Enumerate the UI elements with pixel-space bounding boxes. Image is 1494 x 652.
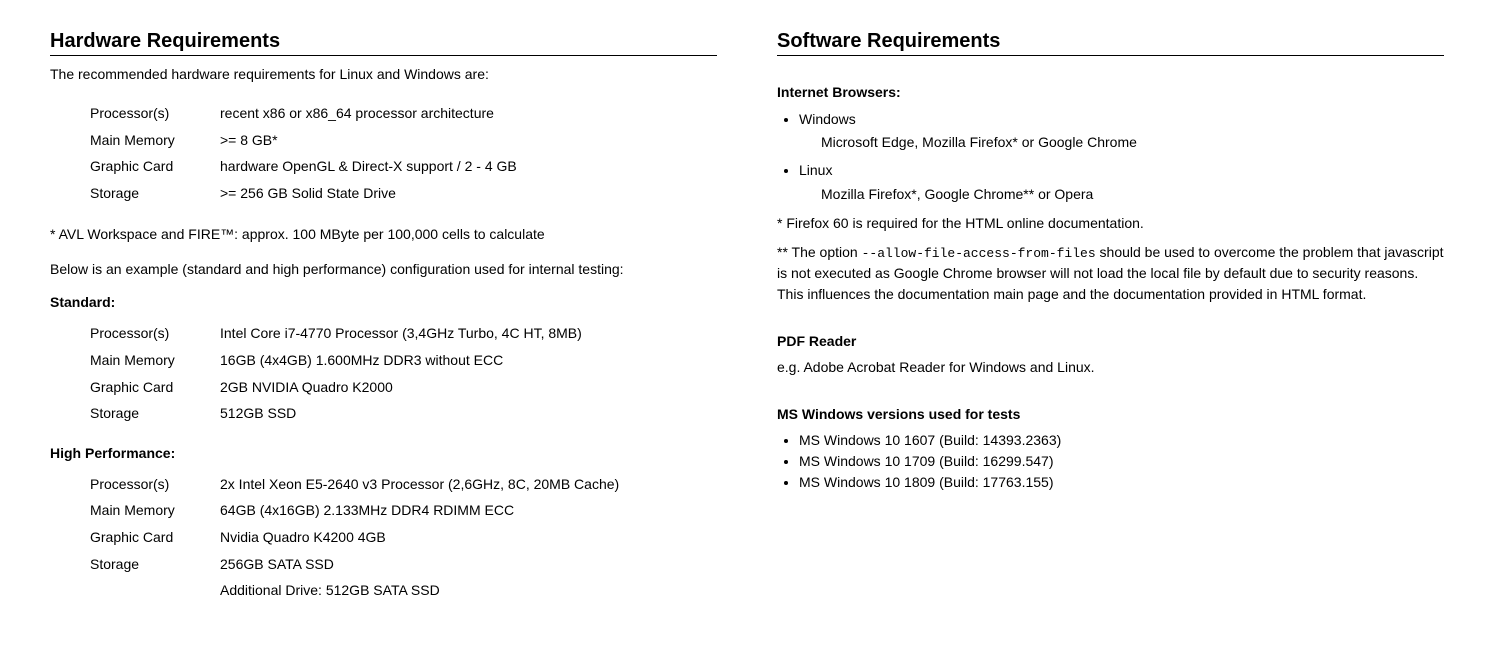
spec-label: Storage <box>90 400 220 427</box>
hardware-intro: The recommended hardware requirements fo… <box>50 66 717 82</box>
browser-os-item: Windows <box>799 108 1444 130</box>
spec-label: Processor(s) <box>90 320 220 347</box>
spec-label: Main Memory <box>90 347 220 374</box>
browser-detail: Microsoft Edge, Mozilla Firefox* or Goog… <box>821 132 1444 153</box>
browsers-heading: Internet Browsers: <box>777 84 1444 100</box>
win-version-item: MS Windows 10 1709 (Build: 16299.547) <box>799 451 1444 472</box>
spec-row: Main Memory64GB (4x16GB) 2.133MHz DDR4 R… <box>90 497 717 524</box>
spec-row: Processor(s)2x Intel Xeon E5-2640 v3 Pro… <box>90 471 717 498</box>
browser-detail: Mozilla Firefox*, Google Chrome** or Ope… <box>821 184 1444 205</box>
spec-value: >= 256 GB Solid State Drive <box>220 180 717 207</box>
spec-label <box>90 577 220 604</box>
recommended-specs-table: Processor(s)recent x86 or x86_64 process… <box>90 100 717 206</box>
chrome-note: ** The option --allow-file-access-from-f… <box>777 242 1444 306</box>
browser-list: WindowsMicrosoft Edge, Mozilla Firefox* … <box>777 108 1444 205</box>
spec-label: Processor(s) <box>90 100 220 127</box>
spec-label: Main Memory <box>90 127 220 154</box>
high-perf-heading: High Performance: <box>50 445 717 461</box>
spec-label: Storage <box>90 551 220 578</box>
spec-row: Storage256GB SATA SSD <box>90 551 717 578</box>
high-perf-specs-table: Processor(s)2x Intel Xeon E5-2640 v3 Pro… <box>90 471 717 604</box>
spec-label: Main Memory <box>90 497 220 524</box>
spec-value: Additional Drive: 512GB SATA SSD <box>220 577 717 604</box>
software-column: Software Requirements Internet Browsers:… <box>777 30 1444 622</box>
spec-value: hardware OpenGL & Direct-X support / 2 -… <box>220 153 717 180</box>
spec-row: Main Memory>= 8 GB* <box>90 127 717 154</box>
spec-value: 2x Intel Xeon E5-2640 v3 Processor (2,6G… <box>220 471 717 498</box>
hardware-footnote: * AVL Workspace and FIRE™: approx. 100 M… <box>50 224 717 245</box>
browser-os-item: Linux <box>799 159 1444 181</box>
spec-value: recent x86 or x86_64 processor architect… <box>220 100 717 127</box>
spec-row: Processor(s)Intel Core i7-4770 Processor… <box>90 320 717 347</box>
spec-label: Graphic Card <box>90 374 220 401</box>
hardware-column: Hardware Requirements The recommended ha… <box>50 30 717 622</box>
pdf-heading: PDF Reader <box>777 333 1444 349</box>
pdf-text: e.g. Adobe Acrobat Reader for Windows an… <box>777 357 1444 378</box>
spec-value: 64GB (4x16GB) 2.133MHz DDR4 RDIMM ECC <box>220 497 717 524</box>
spec-value: 16GB (4x4GB) 1.600MHz DDR3 without ECC <box>220 347 717 374</box>
win-versions-list: MS Windows 10 1607 (Build: 14393.2363)MS… <box>777 430 1444 493</box>
spec-value: 256GB SATA SSD <box>220 551 717 578</box>
spec-value: >= 8 GB* <box>220 127 717 154</box>
spec-row: Graphic CardNvidia Quadro K4200 4GB <box>90 524 717 551</box>
spec-row: Additional Drive: 512GB SATA SSD <box>90 577 717 604</box>
chrome-option-code: --allow-file-access-from-files <box>862 246 1096 261</box>
spec-label: Processor(s) <box>90 471 220 498</box>
spec-label: Graphic Card <box>90 524 220 551</box>
spec-label: Graphic Card <box>90 153 220 180</box>
win-versions-heading: MS Windows versions used for tests <box>777 406 1444 422</box>
browser-list-block: WindowsMicrosoft Edge, Mozilla Firefox* … <box>777 108 1444 205</box>
chrome-note-pre: ** The option <box>777 244 862 260</box>
example-intro: Below is an example (standard and high p… <box>50 259 717 280</box>
spec-label: Storage <box>90 180 220 207</box>
spec-row: Storage512GB SSD <box>90 400 717 427</box>
hardware-title: Hardware Requirements <box>50 30 717 56</box>
win-version-item: MS Windows 10 1607 (Build: 14393.2363) <box>799 430 1444 451</box>
spec-row: Graphic Card2GB NVIDIA Quadro K2000 <box>90 374 717 401</box>
spec-row: Processor(s)recent x86 or x86_64 process… <box>90 100 717 127</box>
standard-specs-table: Processor(s)Intel Core i7-4770 Processor… <box>90 320 717 426</box>
spec-row: Graphic Cardhardware OpenGL & Direct-X s… <box>90 153 717 180</box>
software-title: Software Requirements <box>777 30 1444 56</box>
spec-row: Storage>= 256 GB Solid State Drive <box>90 180 717 207</box>
standard-heading: Standard: <box>50 294 717 310</box>
spec-value: 2GB NVIDIA Quadro K2000 <box>220 374 717 401</box>
spec-value: 512GB SSD <box>220 400 717 427</box>
spec-value: Nvidia Quadro K4200 4GB <box>220 524 717 551</box>
spec-row: Main Memory16GB (4x4GB) 1.600MHz DDR3 wi… <box>90 347 717 374</box>
win-version-item: MS Windows 10 1809 (Build: 17763.155) <box>799 472 1444 493</box>
spec-value: Intel Core i7-4770 Processor (3,4GHz Tur… <box>220 320 717 347</box>
firefox-note: * Firefox 60 is required for the HTML on… <box>777 213 1444 234</box>
